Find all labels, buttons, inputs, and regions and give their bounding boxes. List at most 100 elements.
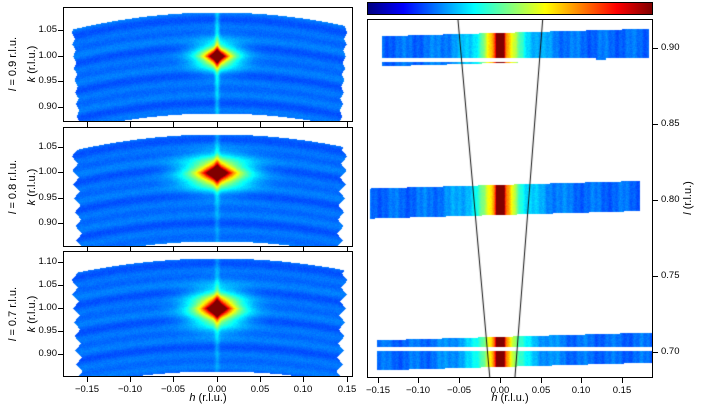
x-tick-label: 0.05: [250, 384, 270, 395]
x-tick-label: 0.10: [571, 385, 591, 396]
x-tick-mark: [581, 378, 582, 383]
x-tick-label: −0.05: [446, 385, 472, 396]
xlabel-rest: (r.l.u.): [195, 392, 227, 404]
x-tick-mark: [217, 247, 218, 252]
x-tick-mark: [500, 378, 501, 383]
x-tick-mark: [347, 122, 348, 127]
y-tick-mark: [58, 107, 63, 108]
x-tick-label: 0.15: [337, 384, 357, 395]
y-tick-mark: [653, 276, 658, 277]
x-tick-mark: [418, 378, 419, 383]
heatmap-hk-l0.7: [64, 252, 352, 376]
xlabel-rest: (r.l.u.): [497, 392, 529, 404]
x-tick-label: −0.15: [365, 385, 391, 396]
row-label-l0.8: l = 0.8 r.l.u.: [7, 160, 19, 214]
x-tick-label: −0.10: [117, 384, 143, 395]
x-tick-mark: [622, 378, 623, 383]
x-tick-mark: [347, 247, 348, 252]
y-tick-mark: [653, 48, 658, 49]
y-tick-mark: [58, 331, 63, 332]
row-label-rest: = 0.9 r.l.u.: [7, 36, 19, 89]
x-tick-mark: [459, 378, 460, 383]
row-label-l0.7: l = 0.7 r.l.u.: [7, 287, 19, 341]
x-tick-mark: [303, 247, 304, 252]
y-tick-label: 1.00: [38, 50, 58, 61]
y-tick-label: 0.90: [38, 101, 58, 112]
x-tick-label: 0.05: [531, 385, 551, 396]
y-tick-label: 0.90: [38, 217, 58, 228]
y-tick-label: 1.00: [38, 166, 58, 177]
y-tick-mark: [58, 308, 63, 309]
y-tick-label: 0.95: [38, 75, 58, 86]
y-tick-mark: [653, 352, 658, 353]
row-label-l0.9: l = 0.9 r.l.u.: [7, 37, 19, 91]
heatmap-hl: [368, 20, 652, 377]
x-tick-mark: [173, 122, 174, 127]
x-tick-mark: [347, 377, 348, 382]
x-axis-label-right: h (r.l.u.): [460, 392, 560, 404]
y-tick-mark: [58, 285, 63, 286]
y-tick-label: 1.05: [38, 141, 58, 152]
x-tick-mark: [303, 377, 304, 382]
panel-hk-map-l0.7: [63, 251, 353, 377]
y-tick-mark: [58, 147, 63, 148]
panel-hk-map-l0.9: [63, 7, 353, 122]
x-tick-mark: [541, 378, 542, 383]
x-tick-mark: [260, 377, 261, 382]
panel-hk-map-l0.8: [63, 127, 353, 247]
x-tick-mark: [260, 122, 261, 127]
x-tick-mark: [217, 377, 218, 382]
y-tick-label: 0.95: [38, 325, 58, 336]
y-tick-label: 1.00: [38, 302, 58, 313]
y-tick-label: 0.70: [661, 346, 680, 357]
x-tick-mark: [130, 247, 131, 252]
row-label-rest: = 0.8 r.l.u.: [7, 159, 19, 212]
y-tick-mark: [58, 354, 63, 355]
x-tick-label: 0.10: [293, 384, 313, 395]
x-tick-mark: [260, 247, 261, 252]
x-tick-mark: [87, 122, 88, 127]
x-tick-label: −0.10: [405, 385, 431, 396]
x-tick-label: −0.05: [160, 384, 186, 395]
heatmap-hk-l0.9: [64, 8, 352, 121]
y-tick-label: 0.75: [661, 270, 680, 281]
y-tick-label: 0.90: [38, 348, 58, 359]
y-tick-label: 0.95: [38, 192, 58, 203]
y-tick-label: 0.80: [661, 194, 680, 205]
y-tick-label: 1.05: [38, 24, 58, 35]
x-tick-mark: [378, 378, 379, 383]
y-tick-mark: [653, 124, 658, 125]
xlabel-var: h: [189, 392, 196, 404]
x-tick-label: −0.15: [74, 384, 100, 395]
xlabel-var: h: [491, 392, 498, 404]
y-tick-mark: [58, 223, 63, 224]
colorbar: [367, 2, 653, 15]
y-tick-mark: [58, 262, 63, 263]
y-tick-mark: [58, 81, 63, 82]
x-axis-label-left: h (r.l.u.): [158, 392, 258, 404]
y-tick-label: 1.10: [38, 256, 58, 267]
row-label-rest: = 0.7 r.l.u.: [7, 286, 19, 339]
x-tick-mark: [130, 377, 131, 382]
x-tick-mark: [87, 377, 88, 382]
y-tick-mark: [653, 200, 658, 201]
x-tick-mark: [303, 122, 304, 127]
x-tick-label: 0.00: [490, 385, 510, 396]
y-tick-mark: [58, 30, 63, 31]
x-tick-label: 0.00: [207, 384, 227, 395]
heatmap-hk-l0.8: [64, 128, 352, 246]
x-tick-label: 0.15: [612, 385, 632, 396]
y-tick-label: 0.90: [661, 42, 680, 53]
y-tick-mark: [58, 56, 63, 57]
x-tick-mark: [173, 247, 174, 252]
y-tick-mark: [58, 172, 63, 173]
x-tick-mark: [130, 122, 131, 127]
y-tick-mark: [58, 198, 63, 199]
y-tick-label: 0.85: [661, 118, 680, 129]
x-tick-mark: [217, 122, 218, 127]
x-tick-mark: [173, 377, 174, 382]
y-tick-label: 1.05: [38, 279, 58, 290]
x-tick-mark: [87, 247, 88, 252]
panel-hl-map: [367, 19, 653, 378]
